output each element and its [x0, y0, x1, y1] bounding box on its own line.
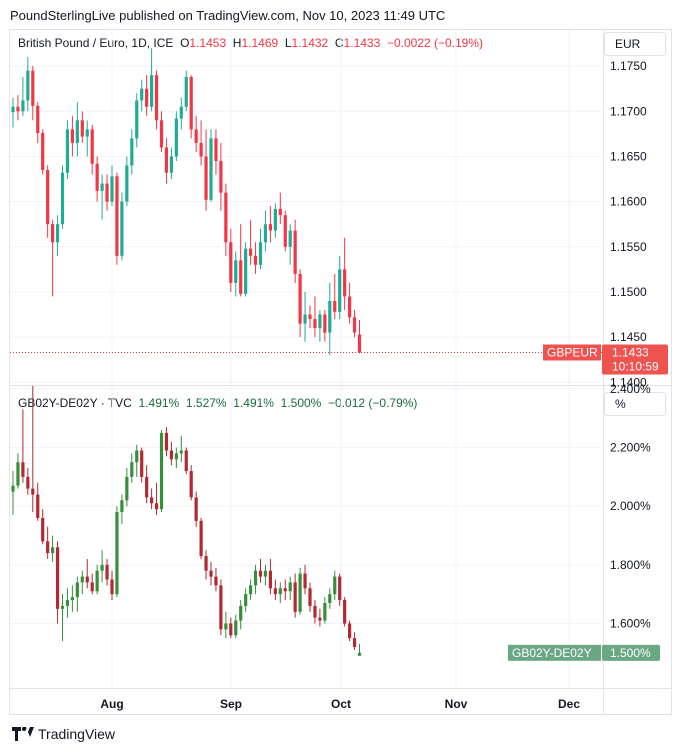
time-axis-separator: [9, 688, 672, 689]
low-label: L: [284, 36, 292, 50]
bottom-open-value: 1.491%: [138, 396, 180, 410]
change-value: −0.0022 (−0.19%): [386, 36, 484, 50]
footer: TradingView: [12, 726, 115, 742]
pane-separator[interactable]: [9, 385, 672, 386]
bottom-symbol[interactable]: GB02Y-DE02Y · TVC: [18, 396, 132, 410]
top-symbol[interactable]: British Pound / Euro, 1D, ICE: [18, 36, 174, 50]
bottom-high-value: 1.527%: [185, 396, 227, 410]
open-value: 1.1453: [189, 36, 227, 50]
bottom-legend: GB02Y-DE02Y · TVC 1.491% 1.527% 1.491% 1…: [18, 396, 417, 410]
open-label: O: [180, 36, 190, 50]
percent-unit-button[interactable]: %: [604, 392, 666, 416]
bottom-low-value: 1.491%: [233, 396, 274, 410]
high-label: H: [232, 36, 242, 50]
price-axis-separator: [603, 30, 604, 714]
low-value: 1.1432: [291, 36, 329, 50]
footer-brand[interactable]: TradingView: [38, 726, 116, 742]
tradingview-logo-icon: [12, 727, 34, 741]
currency-unit-button[interactable]: EUR: [604, 32, 666, 56]
bottom-close-value: 1.500%: [280, 396, 322, 410]
bottom-change-value: −0.012 (−0.79%): [328, 396, 418, 410]
top-legend: British Pound / Euro, 1D, ICE O1.1453 H1…: [18, 36, 483, 50]
high-value: 1.1469: [241, 36, 279, 50]
chart-frame: [9, 29, 672, 715]
close-value: 1.1433: [343, 36, 381, 50]
close-label: C: [334, 36, 344, 50]
publisher-header: PoundSterlingLive published on TradingVi…: [10, 8, 446, 23]
